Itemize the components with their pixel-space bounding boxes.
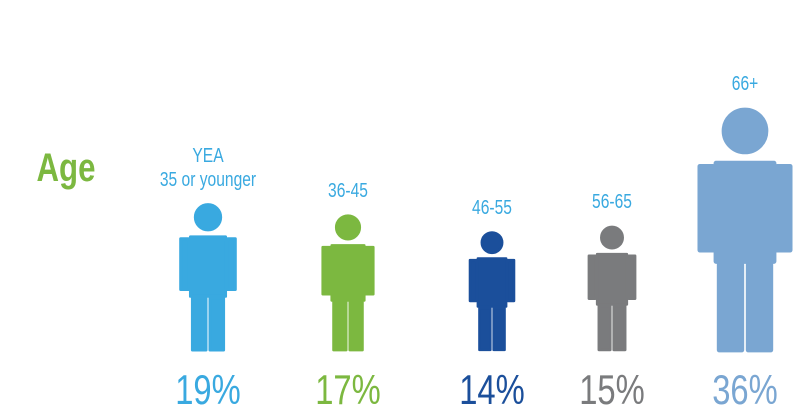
person-figure <box>321 214 375 352</box>
category-label: 36-45 <box>328 179 368 202</box>
chart-label: Age <box>36 146 96 190</box>
person-figure <box>587 225 637 352</box>
person-figure <box>697 107 793 353</box>
category-label: YEA 35 or younger <box>159 144 257 191</box>
person-figure <box>179 203 237 352</box>
person-figure <box>468 231 516 352</box>
category-label: 56-65 <box>592 191 632 213</box>
value-label: 15% <box>579 366 645 413</box>
category-label: 66+ <box>731 73 759 96</box>
value-label: 17% <box>315 366 381 413</box>
value-label: 19% <box>175 366 241 413</box>
value-label: 36% <box>712 366 778 413</box>
value-label: 14% <box>459 366 525 413</box>
category-label: 46-55 <box>472 196 512 219</box>
